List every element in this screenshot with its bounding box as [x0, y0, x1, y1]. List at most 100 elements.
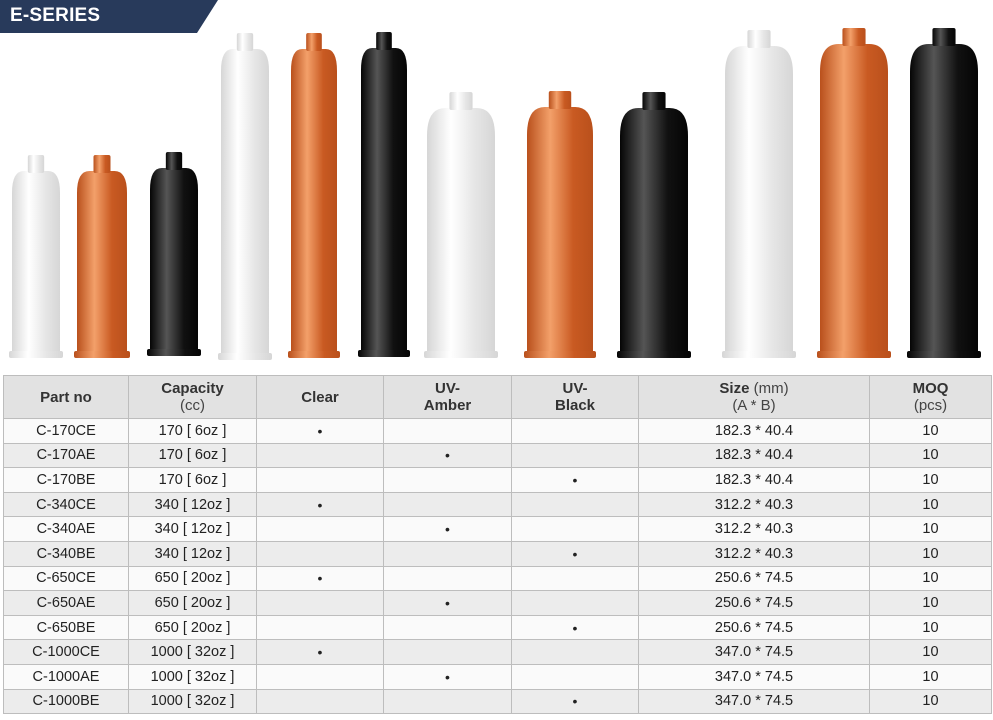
col-header-uv-black: UV- Black [511, 375, 639, 419]
cell-capacity: 650 [ 20oz ] [128, 614, 257, 641]
table-row: C-1000CE 1000 [ 32oz ] • 347.0 * 74.5 10 [3, 639, 992, 665]
col-header-capacity: Capacity (cc) [128, 375, 257, 419]
cell-capacity: 1000 [ 32oz ] [128, 688, 257, 715]
cell-amber: • [383, 663, 512, 690]
cell-amber: • [383, 442, 512, 469]
cell-black: • [511, 688, 639, 715]
cell-part: C-650AE [3, 590, 129, 616]
table-row: C-650BE 650 [ 20oz ] • 250.6 * 74.5 10 [3, 614, 992, 641]
col-header-moq: MOQ (pcs) [869, 375, 992, 419]
cell-amber [383, 688, 512, 715]
cell-amber [383, 639, 512, 665]
cell-moq: 10 [869, 516, 992, 542]
cartridge-650-black [617, 92, 691, 358]
cell-amber [383, 418, 512, 444]
cell-amber [383, 565, 512, 592]
cell-size: 312.2 * 40.3 [638, 540, 870, 567]
cell-part: C-650CE [3, 565, 129, 592]
table-row: C-340BE 340 [ 12oz ] • 312.2 * 40.3 10 [3, 540, 992, 567]
cell-amber [383, 467, 512, 493]
cell-clear [256, 663, 384, 690]
cell-moq: 10 [869, 663, 992, 690]
cartridge-1000-black [907, 28, 981, 358]
cell-amber [383, 614, 512, 641]
cell-black [511, 418, 639, 444]
cell-clear: • [256, 565, 384, 592]
col-header-part-no: Part no [3, 375, 129, 419]
cell-part: C-340CE [3, 491, 129, 518]
col-header-clear: Clear [256, 375, 384, 419]
series-banner: E-SERIES [0, 0, 218, 33]
cell-size: 250.6 * 74.5 [638, 565, 870, 592]
cell-black [511, 663, 639, 690]
cell-black: • [511, 540, 639, 567]
cell-moq: 10 [869, 418, 992, 444]
cell-black [511, 639, 639, 665]
table-row: C-650AE 650 [ 20oz ] • 250.6 * 74.5 10 [3, 590, 992, 616]
cell-part: C-170AE [3, 442, 129, 469]
cell-black: • [511, 614, 639, 641]
cell-moq: 10 [869, 639, 992, 665]
cell-clear [256, 688, 384, 715]
cell-clear: • [256, 639, 384, 665]
cell-clear: • [256, 418, 384, 444]
cell-amber [383, 540, 512, 567]
cell-size: 182.3 * 40.4 [638, 418, 870, 444]
table-row: C-1000AE 1000 [ 32oz ] • 347.0 * 74.5 10 [3, 663, 992, 690]
cartridge-340-amber [288, 33, 340, 358]
cartridge-340-clear [218, 33, 272, 360]
cell-size: 312.2 * 40.3 [638, 516, 870, 542]
cell-part: C-1000BE [3, 688, 129, 715]
cell-moq: 10 [869, 442, 992, 469]
cell-clear [256, 442, 384, 469]
cartridge-1000-clear [722, 30, 796, 358]
cell-part: C-170CE [3, 418, 129, 444]
cartridge-340-black [358, 32, 410, 357]
cartridge-650-clear [424, 92, 498, 358]
cell-capacity: 340 [ 12oz ] [128, 516, 257, 542]
cell-size: 250.6 * 74.5 [638, 590, 870, 616]
cell-moq: 10 [869, 540, 992, 567]
cell-black [511, 590, 639, 616]
cartridge-170-black [147, 152, 201, 356]
cell-part: C-340AE [3, 516, 129, 542]
product-photo-cartridges [9, 28, 981, 360]
cell-capacity: 340 [ 12oz ] [128, 491, 257, 518]
table-header-row: Part no Capacity (cc) Clear UV- Amber UV- B… [3, 375, 992, 419]
cell-clear: • [256, 491, 384, 518]
spec-table: Part no Capacity (cc) Clear UV- Amber UV- B… [3, 375, 992, 715]
cell-part: C-1000CE [3, 639, 129, 665]
cell-clear [256, 590, 384, 616]
cell-part: C-170BE [3, 467, 129, 493]
cell-moq: 10 [869, 614, 992, 641]
table-row: C-340CE 340 [ 12oz ] • 312.2 * 40.3 10 [3, 491, 992, 518]
cell-size: 347.0 * 74.5 [638, 688, 870, 715]
series-title: E-SERIES [10, 5, 101, 26]
table-row: C-170AE 170 [ 6oz ] • 182.3 * 40.4 10 [3, 442, 992, 469]
cell-moq: 10 [869, 590, 992, 616]
cell-size: 312.2 * 40.3 [638, 491, 870, 518]
cartridge-170-clear [9, 155, 63, 358]
cartridge-1000-amber [817, 28, 891, 358]
cell-capacity: 650 [ 20oz ] [128, 590, 257, 616]
cell-part: C-1000AE [3, 663, 129, 690]
cell-size: 182.3 * 40.4 [638, 467, 870, 493]
cell-moq: 10 [869, 467, 992, 493]
cell-size: 250.6 * 74.5 [638, 614, 870, 641]
cell-size: 347.0 * 74.5 [638, 639, 870, 665]
cell-size: 182.3 * 40.4 [638, 442, 870, 469]
banner-shape [0, 0, 218, 33]
cell-black [511, 442, 639, 469]
cell-clear [256, 516, 384, 542]
cell-capacity: 170 [ 6oz ] [128, 418, 257, 444]
table-row: C-340AE 340 [ 12oz ] • 312.2 * 40.3 10 [3, 516, 992, 542]
cell-capacity: 650 [ 20oz ] [128, 565, 257, 592]
cell-black [511, 565, 639, 592]
cell-black [511, 491, 639, 518]
table-row: C-170CE 170 [ 6oz ] • 182.3 * 40.4 10 [3, 418, 992, 444]
cell-capacity: 170 [ 6oz ] [128, 467, 257, 493]
cell-amber: • [383, 590, 512, 616]
cell-capacity: 170 [ 6oz ] [128, 442, 257, 469]
cell-size: 347.0 * 74.5 [638, 663, 870, 690]
table-row: C-1000BE 1000 [ 32oz ] • 347.0 * 74.5 10 [3, 688, 992, 715]
